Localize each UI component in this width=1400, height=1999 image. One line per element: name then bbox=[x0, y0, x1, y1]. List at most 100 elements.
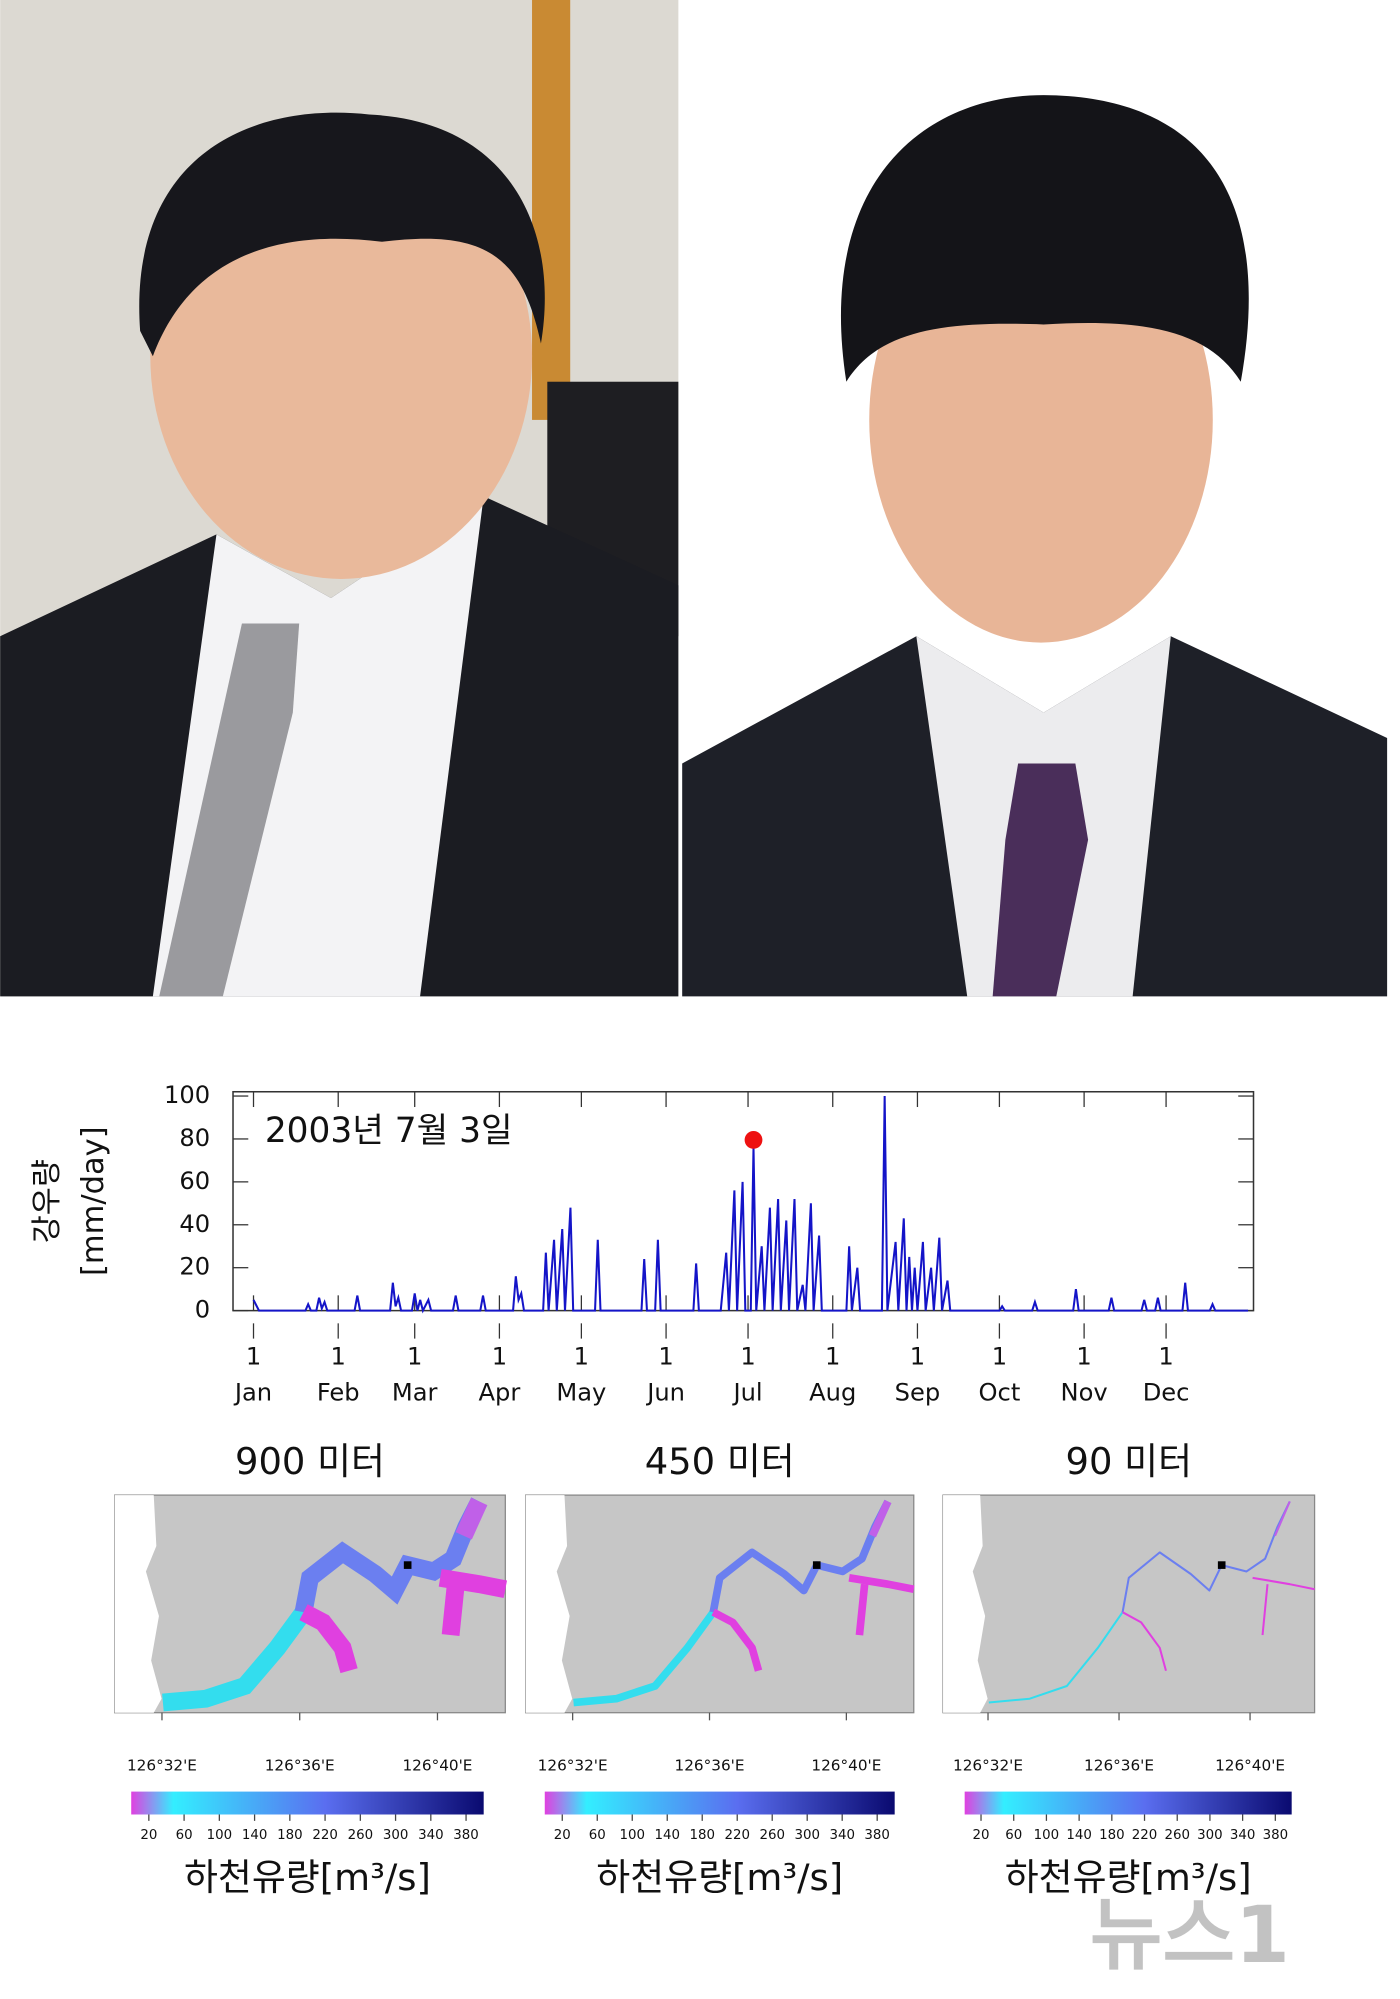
x-tick-label: 1 bbox=[574, 1343, 589, 1371]
river bbox=[1261, 1584, 1269, 1636]
colorbar-label: 하천유량[m³/s] bbox=[1005, 1856, 1252, 1899]
colorbar-tick-label: 220 bbox=[312, 1828, 338, 1843]
river bbox=[1274, 1501, 1291, 1537]
colorbar-tick-label: 140 bbox=[242, 1828, 268, 1843]
annotation: 2003년 7월 3일 bbox=[265, 1111, 513, 1151]
colorbar-tick-label: 180 bbox=[277, 1828, 303, 1843]
map-land bbox=[525, 1494, 915, 1714]
x-month-label: Jul bbox=[731, 1378, 762, 1406]
x-month-label: Jan bbox=[233, 1378, 272, 1406]
x-tick-label: 1 bbox=[492, 1343, 507, 1371]
gauge-point bbox=[1217, 1561, 1226, 1569]
colorbar-tick-label: 100 bbox=[619, 1828, 645, 1843]
colorbar-tick-label: 380 bbox=[453, 1828, 479, 1843]
map-title: 450 미터 bbox=[645, 1440, 795, 1483]
x-month-label: Sep bbox=[895, 1378, 941, 1406]
plot-frame bbox=[232, 1090, 1255, 1312]
colorbar-tick-label: 260 bbox=[759, 1828, 785, 1843]
map-panel bbox=[114, 1494, 508, 1714]
x-tick-label: 1 bbox=[658, 1343, 673, 1371]
y-axis-label: 강우량 bbox=[30, 1159, 65, 1243]
colorbar bbox=[131, 1791, 484, 1815]
x-tick-label: 1 bbox=[825, 1343, 840, 1371]
colorbar-tick-label: 220 bbox=[724, 1828, 750, 1843]
x-month-label: Feb bbox=[317, 1378, 360, 1406]
photo-right bbox=[682, 0, 1388, 997]
colorbar-tick-label: 100 bbox=[207, 1828, 233, 1843]
y-tick-label: 20 bbox=[179, 1253, 210, 1281]
x-tick-label: 1 bbox=[910, 1343, 925, 1371]
x-month-label: Aug bbox=[809, 1378, 856, 1406]
river bbox=[1121, 1501, 1291, 1613]
map-panel bbox=[942, 1494, 1316, 1714]
map-land bbox=[942, 1494, 1316, 1714]
river bbox=[573, 1609, 717, 1707]
colorbar bbox=[544, 1791, 895, 1815]
river bbox=[299, 1604, 358, 1674]
map-title: 90 미터 bbox=[1066, 1440, 1193, 1483]
x-tick-label: 126°40'E bbox=[811, 1757, 881, 1775]
river bbox=[294, 1497, 488, 1614]
x-month-label: Jun bbox=[645, 1378, 685, 1406]
x-tick-label: 1 bbox=[992, 1343, 1007, 1371]
x-month-label: Oct bbox=[979, 1378, 1021, 1406]
photo-left bbox=[0, 0, 679, 997]
x-month-label: Dec bbox=[1143, 1378, 1190, 1406]
river bbox=[988, 1611, 1124, 1704]
colorbar-tick-label: 380 bbox=[1263, 1828, 1289, 1843]
colorbar-tick-label: 260 bbox=[348, 1828, 374, 1843]
x-tick-label: 126°36'E bbox=[675, 1757, 745, 1775]
colorbar-tick-label: 300 bbox=[383, 1828, 409, 1843]
river bbox=[455, 1497, 488, 1540]
gauge-point bbox=[403, 1561, 412, 1569]
x-tick-label: 126°40'E bbox=[402, 1757, 472, 1775]
x-month-label: Nov bbox=[1061, 1378, 1108, 1406]
y-tick-label: 60 bbox=[179, 1167, 210, 1195]
map-title: 900 미터 bbox=[235, 1440, 385, 1483]
colorbar-tick-label: 340 bbox=[418, 1828, 444, 1843]
river bbox=[848, 1574, 915, 1594]
colorbar-tick-label: 300 bbox=[1197, 1828, 1223, 1843]
x-tick-label: 126°40'E bbox=[1215, 1757, 1285, 1775]
river bbox=[709, 1499, 892, 1613]
colorbar-tick-label: 60 bbox=[1005, 1828, 1022, 1843]
gauge-point bbox=[812, 1561, 821, 1569]
colorbar-tick-label: 340 bbox=[829, 1828, 855, 1843]
colorbar-tick-label: 340 bbox=[1230, 1828, 1256, 1843]
y-tick-label: 80 bbox=[179, 1124, 210, 1152]
x-month-label: Apr bbox=[479, 1378, 521, 1406]
x-tick-label: 1 bbox=[246, 1343, 261, 1371]
x-tick-label: 126°32'E bbox=[953, 1757, 1023, 1775]
colorbar-tick-label: 140 bbox=[1066, 1828, 1092, 1843]
river bbox=[441, 1583, 465, 1636]
river bbox=[162, 1606, 311, 1712]
colorbar-tick-label: 180 bbox=[1099, 1828, 1125, 1843]
x-month-label: Mar bbox=[392, 1378, 438, 1406]
river bbox=[1252, 1576, 1315, 1591]
x-tick-label: 126°36'E bbox=[265, 1757, 335, 1775]
x-tick-label: 126°32'E bbox=[127, 1757, 197, 1775]
colorbar-tick-label: 180 bbox=[689, 1828, 715, 1843]
river bbox=[711, 1608, 763, 1672]
y-axis-label: [mm/day] bbox=[76, 1126, 111, 1276]
rain-line bbox=[252, 1096, 1249, 1314]
colorbar-tick-label: 60 bbox=[589, 1828, 606, 1843]
colorbar-tick-label: 100 bbox=[1034, 1828, 1060, 1843]
y-tick-label: 100 bbox=[164, 1081, 210, 1109]
river bbox=[1122, 1611, 1167, 1671]
x-tick-label: 1 bbox=[407, 1343, 422, 1371]
colorbar-tick-label: 380 bbox=[864, 1828, 890, 1843]
colorbar bbox=[964, 1791, 1292, 1815]
y-tick-label: 40 bbox=[179, 1210, 210, 1238]
map-panel bbox=[525, 1494, 915, 1714]
map-sea bbox=[943, 1495, 988, 1713]
x-tick-label: 126°32'E bbox=[538, 1757, 608, 1775]
colorbar-tick-label: 20 bbox=[140, 1828, 157, 1843]
x-tick-label: 1 bbox=[1158, 1343, 1173, 1371]
y-tick-label: 0 bbox=[195, 1296, 210, 1324]
river bbox=[855, 1583, 869, 1636]
colorbar-tick-label: 60 bbox=[176, 1828, 193, 1843]
colorbar-tick-label: 140 bbox=[654, 1828, 680, 1843]
